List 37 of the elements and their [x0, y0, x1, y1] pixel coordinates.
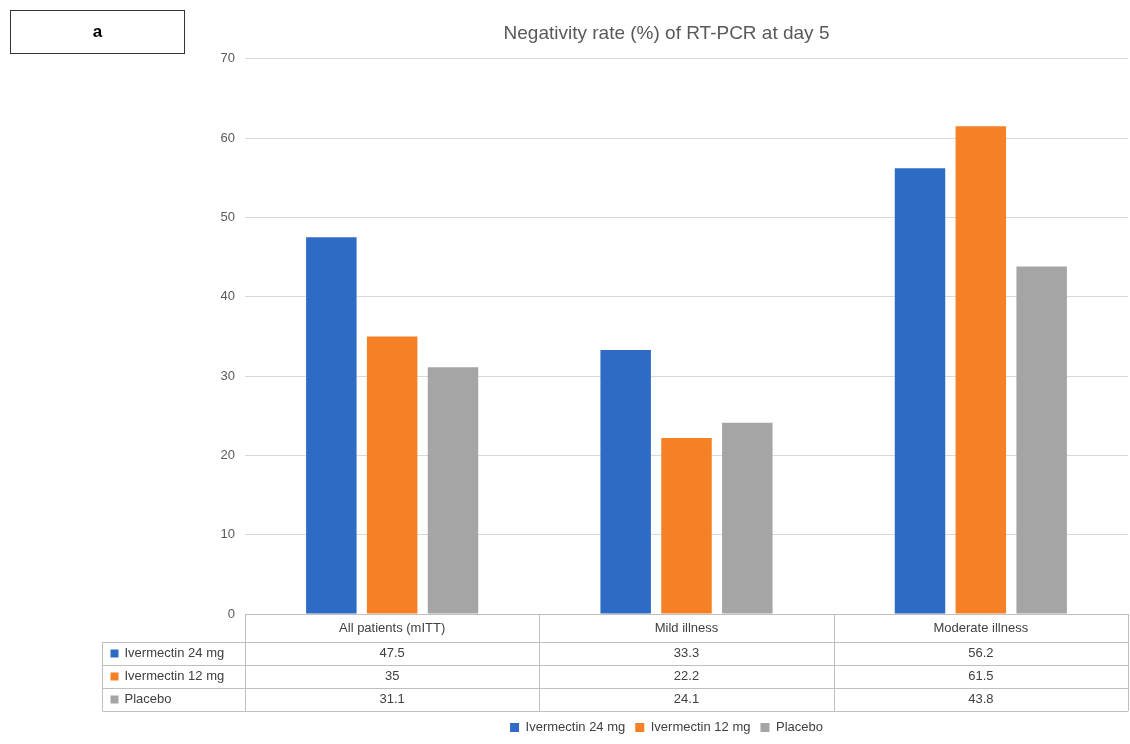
data-label: 33.3	[673, 645, 700, 661]
bar	[1016, 266, 1067, 614]
x-tick-label: All patients (mITT)	[339, 620, 446, 636]
legend-label: Ivermectin 24 mg	[124, 645, 225, 661]
x-tick-label: Mild illness	[654, 620, 719, 636]
text: a	[10, 10, 185, 54]
chart-title: Negativity rate (%) of RT-PCR at day 5	[503, 21, 830, 43]
bar	[600, 349, 651, 614]
text: Ivermectin 12 mg	[124, 668, 225, 684]
text: Placebo	[124, 691, 172, 707]
y-tick-label: 20	[220, 446, 235, 462]
bar	[306, 237, 357, 614]
bar	[722, 422, 773, 614]
data-label: 24.1	[673, 691, 700, 707]
data-label: 56.2	[968, 645, 994, 661]
data-label: 61.5	[968, 668, 994, 684]
y-tick-label: 30	[220, 367, 235, 383]
y-tick-label: 50	[220, 209, 235, 225]
data-label: 35	[384, 668, 400, 684]
data-label: 43.8	[968, 691, 994, 707]
bar	[894, 168, 946, 614]
bar	[366, 336, 418, 614]
y-tick-label: 0	[227, 605, 235, 621]
text: Ivermectin 24 mg	[525, 719, 626, 735]
legend-label: Placebo	[775, 719, 823, 735]
y-tick-label: 10	[220, 526, 235, 542]
y-tick-label: 60	[220, 129, 235, 145]
data-label: 31.1	[379, 691, 405, 707]
bar	[661, 437, 712, 614]
bar	[955, 126, 1007, 614]
legend-label: Ivermectin 12 mg	[650, 719, 751, 735]
x-tick-label: Moderate illness	[933, 620, 1029, 636]
data-label: 22.2	[673, 668, 700, 684]
y-tick-label: 70	[220, 50, 235, 66]
y-tick-label: 40	[220, 288, 235, 304]
bar	[427, 367, 479, 614]
data-label: 47.5	[379, 645, 405, 661]
